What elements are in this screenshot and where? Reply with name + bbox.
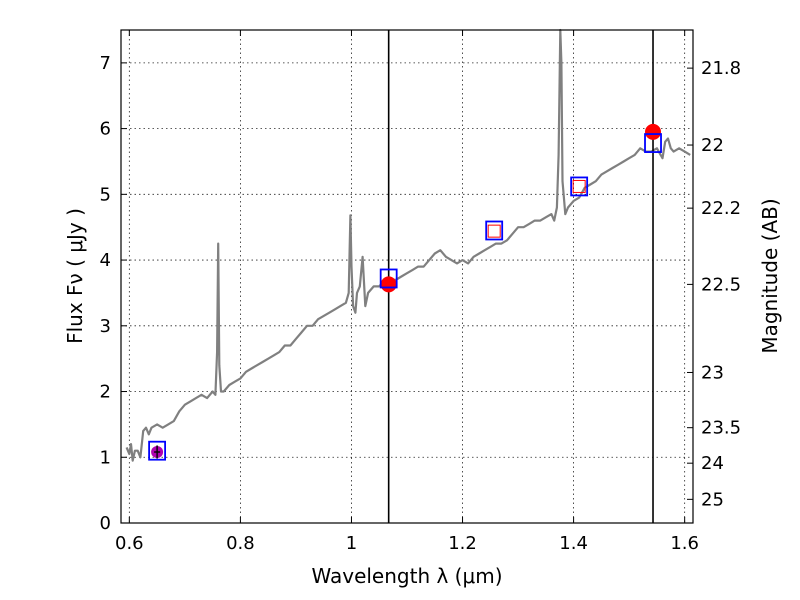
- y-tick-label: 4: [100, 250, 111, 271]
- x-tick-label: 0.8: [226, 533, 255, 554]
- plot-frame: [120, 29, 694, 524]
- x-tick-label: 1.4: [559, 533, 588, 554]
- mag-tick-label: 25: [701, 489, 724, 510]
- observed-point: [645, 123, 662, 140]
- mag-tick-label: 21.8: [701, 58, 741, 79]
- model-point: [485, 220, 504, 241]
- y-tick-label: 5: [100, 184, 111, 205]
- y-tick-label: 3: [100, 316, 111, 337]
- mag-tick-label: 22.5: [701, 274, 741, 295]
- model-point: [379, 268, 398, 289]
- plot-background: [121, 30, 693, 523]
- x-tick-label: 1.2: [448, 533, 477, 554]
- x-tick-label: 0.6: [115, 533, 144, 554]
- mag-tick-label: 24: [701, 453, 724, 474]
- model-point: [148, 440, 166, 461]
- y-tick-label: 6: [100, 119, 111, 140]
- mag-tick-label: 22: [701, 135, 724, 156]
- mag-tick-label: 23: [701, 362, 724, 383]
- observed-point: [380, 276, 397, 293]
- right-axis-label: Magnitude (AB): [758, 198, 782, 353]
- y-tick-label: 0: [100, 513, 111, 534]
- model-point: [644, 133, 662, 153]
- mag-tick-label: 22.2: [701, 198, 741, 219]
- y-tick-label: 1: [100, 447, 111, 468]
- small-red-square: [487, 224, 501, 238]
- y-tick-label: 7: [100, 53, 111, 74]
- x-tick-label: 1.6: [670, 533, 699, 554]
- y-tick-label: 2: [100, 382, 111, 403]
- small-red-square: [572, 179, 586, 193]
- x-axis-label: Wavelength λ (μm): [311, 564, 502, 588]
- model-point: [570, 176, 589, 197]
- mag-tick-label: 23.5: [701, 418, 741, 439]
- y-axis-label: Flux Fν ( μJy ): [63, 208, 87, 344]
- x-tick-label: 1: [346, 533, 357, 554]
- points-layer: [148, 123, 662, 461]
